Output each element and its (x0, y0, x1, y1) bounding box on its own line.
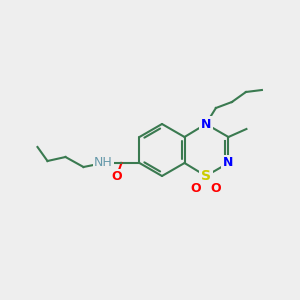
Text: N: N (201, 118, 211, 130)
Text: N: N (223, 157, 234, 169)
Text: S: S (201, 169, 211, 183)
Text: NH: NH (94, 157, 113, 169)
Text: O: O (111, 170, 122, 184)
Text: O: O (190, 182, 201, 196)
Text: O: O (211, 182, 221, 196)
